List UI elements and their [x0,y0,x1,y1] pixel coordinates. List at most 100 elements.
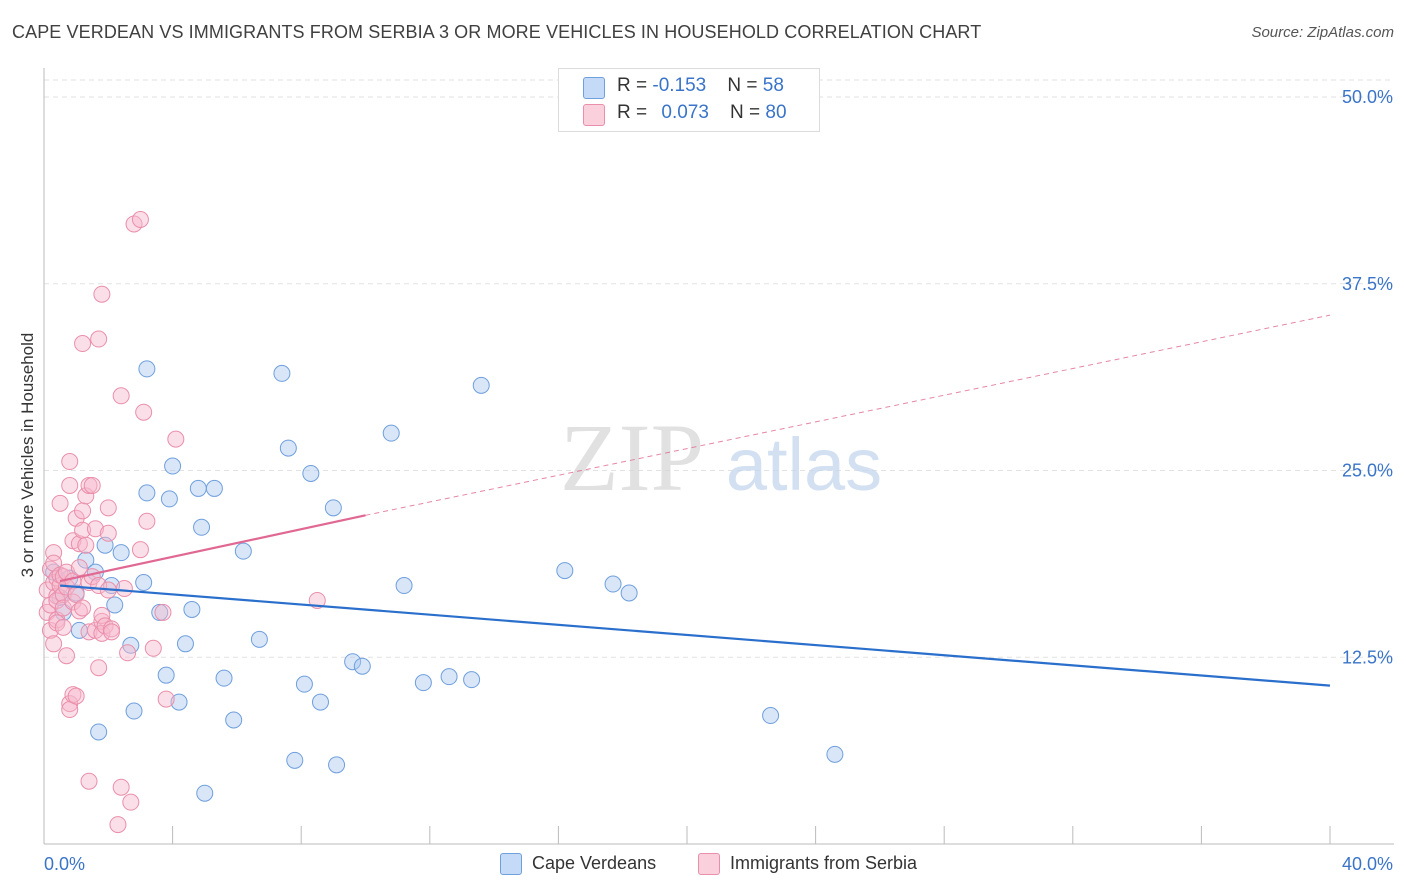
legend-swatch-pink [583,104,605,126]
point-serbia [86,520,104,538]
point-serbia [80,623,98,641]
point-cape-verdean [112,544,130,562]
point-serbia [74,599,92,617]
trend-line-serbia [59,514,366,583]
point-cape-verdean [395,577,413,595]
point-serbia [90,659,108,677]
bottom-legend-swatch-blue [500,853,522,875]
point-cape-verdean [414,674,432,692]
point-cape-verdean [556,562,574,580]
point-serbia [74,335,92,353]
r-label: R = [617,102,653,123]
point-serbia [99,499,117,517]
point-serbia [109,816,127,834]
point-cape-verdean [463,671,481,689]
point-serbia [157,690,175,708]
point-cape-verdean [164,457,182,475]
point-cape-verdean [138,484,156,502]
y-tick-label: 12.5% [1342,647,1393,667]
point-cape-verdean [189,479,207,497]
point-cape-verdean [604,575,622,593]
point-serbia [45,635,63,653]
point-serbia [54,618,72,636]
chart-title: CAPE VERDEAN VS IMMIGRANTS FROM SERBIA 3… [12,22,982,42]
point-cape-verdean [160,490,178,508]
point-serbia [51,494,69,512]
point-serbia [135,403,153,421]
point-cape-verdean [328,756,346,774]
point-serbia [103,623,121,641]
point-serbia [70,559,88,577]
point-cape-verdean [382,424,400,442]
bottom-legend-label: Immigrants from Serbia [730,853,918,873]
point-serbia [131,541,149,559]
point-cape-verdean [183,600,201,618]
point-serbia [131,211,149,229]
point-serbia [99,524,117,542]
watermark-atlas: atlas [726,423,882,506]
point-cape-verdean [205,479,223,497]
grid-lines [44,79,1394,658]
point-serbia [67,687,85,705]
correlation-legend: R = -0.153 N = 58 R = 0.073 N = 80 [558,68,820,132]
point-serbia [77,536,95,554]
trend-line-serbia-extension [365,314,1331,516]
point-cape-verdean [302,464,320,482]
point-cape-verdean [234,542,252,560]
point-cape-verdean [472,376,490,394]
point-cape-verdean [620,584,638,602]
bottom-legend-swatch-pink [698,853,720,875]
trend-line-cape-verdeans [59,584,1331,687]
point-cape-verdean [90,723,108,741]
point-serbia [58,647,76,665]
point-serbia [61,476,79,494]
r-value: 0.073 [661,102,709,123]
n-value: 58 [762,75,784,96]
x-tick-label: 0.0% [44,854,85,874]
point-cape-verdean [135,574,153,592]
r-value: -0.153 [652,75,707,96]
n-label: N = [730,102,766,123]
source-label: Source: ZipAtlas.com [1251,24,1394,41]
point-cape-verdean [440,668,458,686]
n-value: 80 [765,102,787,123]
point-serbia [61,453,79,471]
point-cape-verdean [826,745,844,763]
y-tick-label: 25.0% [1342,461,1393,481]
point-serbia [119,644,137,662]
bottom-legend-label: Cape Verdeans [532,853,657,873]
point-cape-verdean [286,751,304,769]
point-serbia [54,599,72,617]
point-serbia [112,778,130,796]
point-serbia [167,430,185,448]
point-cape-verdean [324,499,342,517]
axes [43,68,1394,845]
point-serbia [83,476,101,494]
point-serbia [70,602,88,620]
point-serbia [70,535,88,553]
point-cape-verdean [193,518,211,536]
point-cape-verdean [295,675,313,693]
point-serbia [138,512,156,530]
point-serbia [80,772,98,790]
x-tick-label: 40.0% [1342,854,1393,874]
y-tick-label: 50.0% [1342,87,1393,107]
point-serbia [74,502,92,520]
point-cape-verdean [138,360,156,378]
point-cape-verdean [250,630,268,648]
legend-swatch-blue [583,77,605,99]
tick-labels: 50.0% 37.5% 25.0% 12.5% 0.0% 40.0% [44,87,1393,874]
point-serbia [90,330,108,348]
point-serbia [77,487,95,505]
point-cape-verdean [176,635,194,653]
watermark: ZIP atlas [560,404,882,511]
trend-lines [59,314,1331,687]
point-cape-verdean [225,711,243,729]
point-serbia [93,285,111,303]
point-cape-verdean [106,596,124,614]
point-cape-verdean [196,784,214,802]
point-cape-verdean [215,669,233,687]
point-cape-verdean [273,364,291,382]
point-cape-verdean [170,693,188,711]
